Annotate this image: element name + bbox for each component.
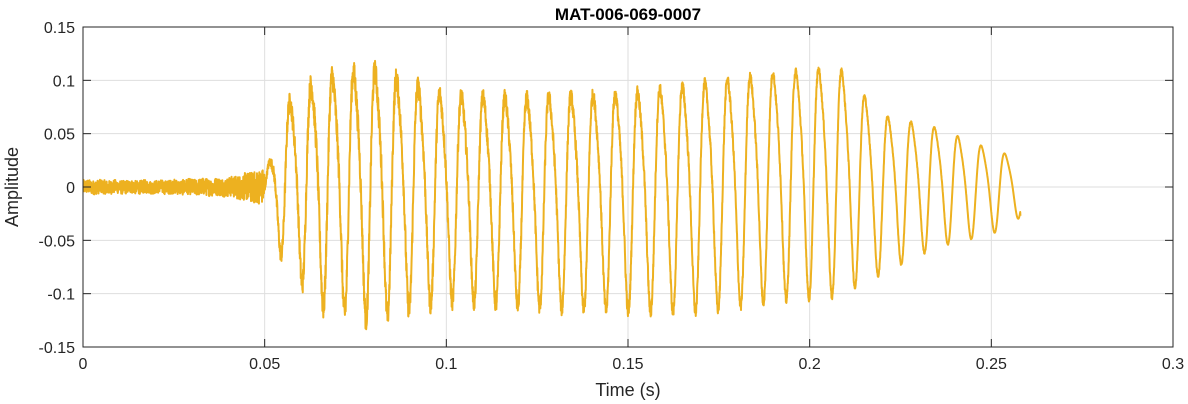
axis-ticks: 0 0.05 0.1 0.15 0.2 0.25 0.3 -0.15 -0.1 -0.05 0 0.0… [39, 20, 1185, 373]
x-tick-label: 0.2 [799, 356, 821, 373]
x-tick-label: 0.3 [1162, 356, 1184, 373]
y-tick-label: -0.1 [47, 287, 75, 304]
x-tick-label: 0.1 [435, 356, 457, 373]
x-tick-label: 0 [79, 356, 88, 373]
waveform-series-line [83, 59, 1022, 331]
y-axis-label: Amplitude [2, 147, 22, 227]
y-tick-label: 0.1 [53, 73, 75, 90]
y-tick-label: 0.05 [44, 127, 75, 144]
x-tick-label: 0.05 [249, 356, 280, 373]
x-tick-label: 0.25 [976, 356, 1007, 373]
y-tick-label: -0.15 [39, 340, 76, 357]
chart-title: MAT-006-069-0007 [555, 5, 701, 24]
y-tick-label: 0.15 [44, 20, 75, 37]
y-tick-label: -0.05 [39, 233, 76, 250]
x-axis-label: Time (s) [595, 380, 660, 400]
x-tick-label: 0.15 [612, 356, 643, 373]
y-tick-label: 0 [66, 180, 75, 197]
